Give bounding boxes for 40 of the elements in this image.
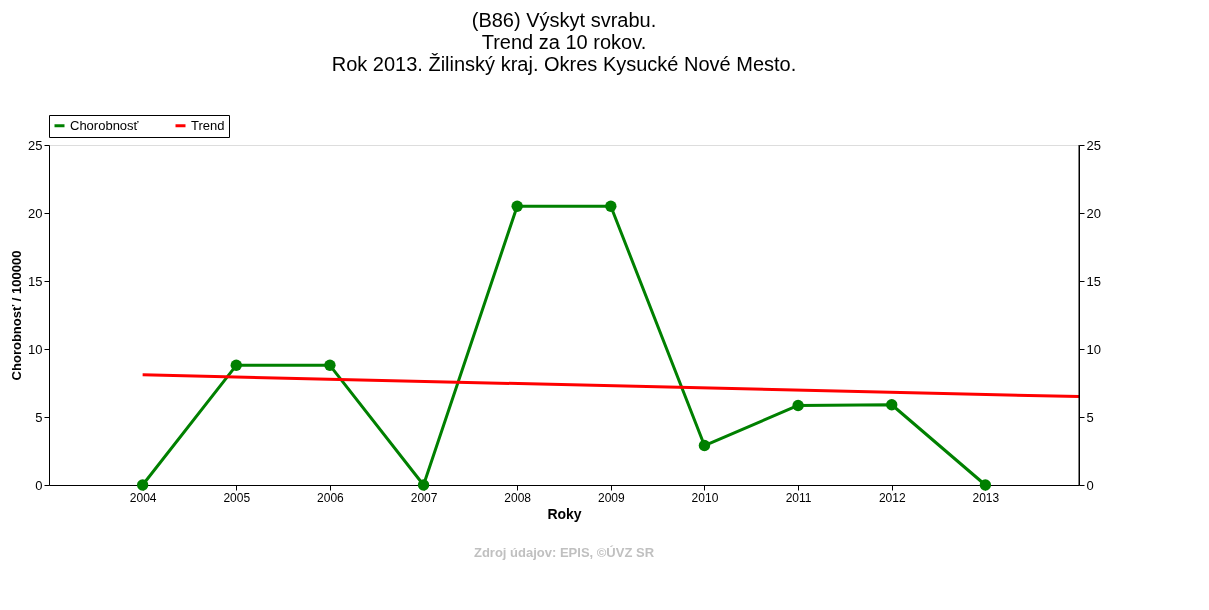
point (511, 200, 523, 212)
point (230, 359, 242, 372)
point (698, 439, 711, 452)
y2-tick-label: 10 (1086, 341, 1101, 357)
x-tick-label: 2010 (691, 490, 719, 505)
text: Rok 2013. Žilinský kraj. Okres Kysucké Nové Mesto. (331, 52, 797, 75)
x-tick-label: 2012 (878, 490, 906, 505)
x-tick-label: 2004 (129, 490, 157, 505)
x-tick-label: 2007 (410, 490, 438, 505)
point (979, 479, 992, 491)
x-tick-label: 2005 (223, 490, 251, 505)
point (324, 359, 336, 372)
text: Trend za 10 rokov. (481, 30, 647, 53)
x-axis-title: Roky (547, 505, 582, 522)
x-tick-label: 2013 (972, 490, 1000, 505)
point (417, 479, 430, 491)
x-tick-label: 2009 (597, 490, 625, 505)
x-tick-label: 2006 (317, 490, 345, 505)
y-axis-title: Chorobnosť / 100000 (9, 250, 25, 381)
y2-tick-label: 20 (1086, 205, 1101, 221)
y-tick-label: 15 (28, 273, 43, 289)
y-tick-label: 0 (35, 477, 43, 493)
x-tick-label: 2011 (785, 490, 812, 505)
y-tick-label: 5 (35, 409, 43, 425)
point (886, 399, 898, 411)
legend-label: Chorobnosť (70, 117, 139, 133)
y-tick-label: 20 (28, 205, 43, 221)
text: (B86) Výskyt svrabu. (471, 8, 657, 31)
y2-tick-label: 15 (1086, 273, 1101, 289)
legend-label: Trend (191, 117, 225, 133)
point (605, 200, 617, 212)
y2-tick-label: 5 (1086, 409, 1094, 425)
text: Zdroj údajov: EPIS, ©ÚVZ SR (473, 545, 655, 560)
y2-tick-label: 25 (1086, 137, 1101, 153)
y-tick-label: 25 (28, 137, 43, 153)
y2-tick-label: 0 (1086, 477, 1094, 493)
y-tick-label: 10 (28, 341, 43, 357)
x-tick-label: 2008 (504, 490, 532, 505)
point (136, 479, 149, 491)
point (792, 399, 804, 412)
